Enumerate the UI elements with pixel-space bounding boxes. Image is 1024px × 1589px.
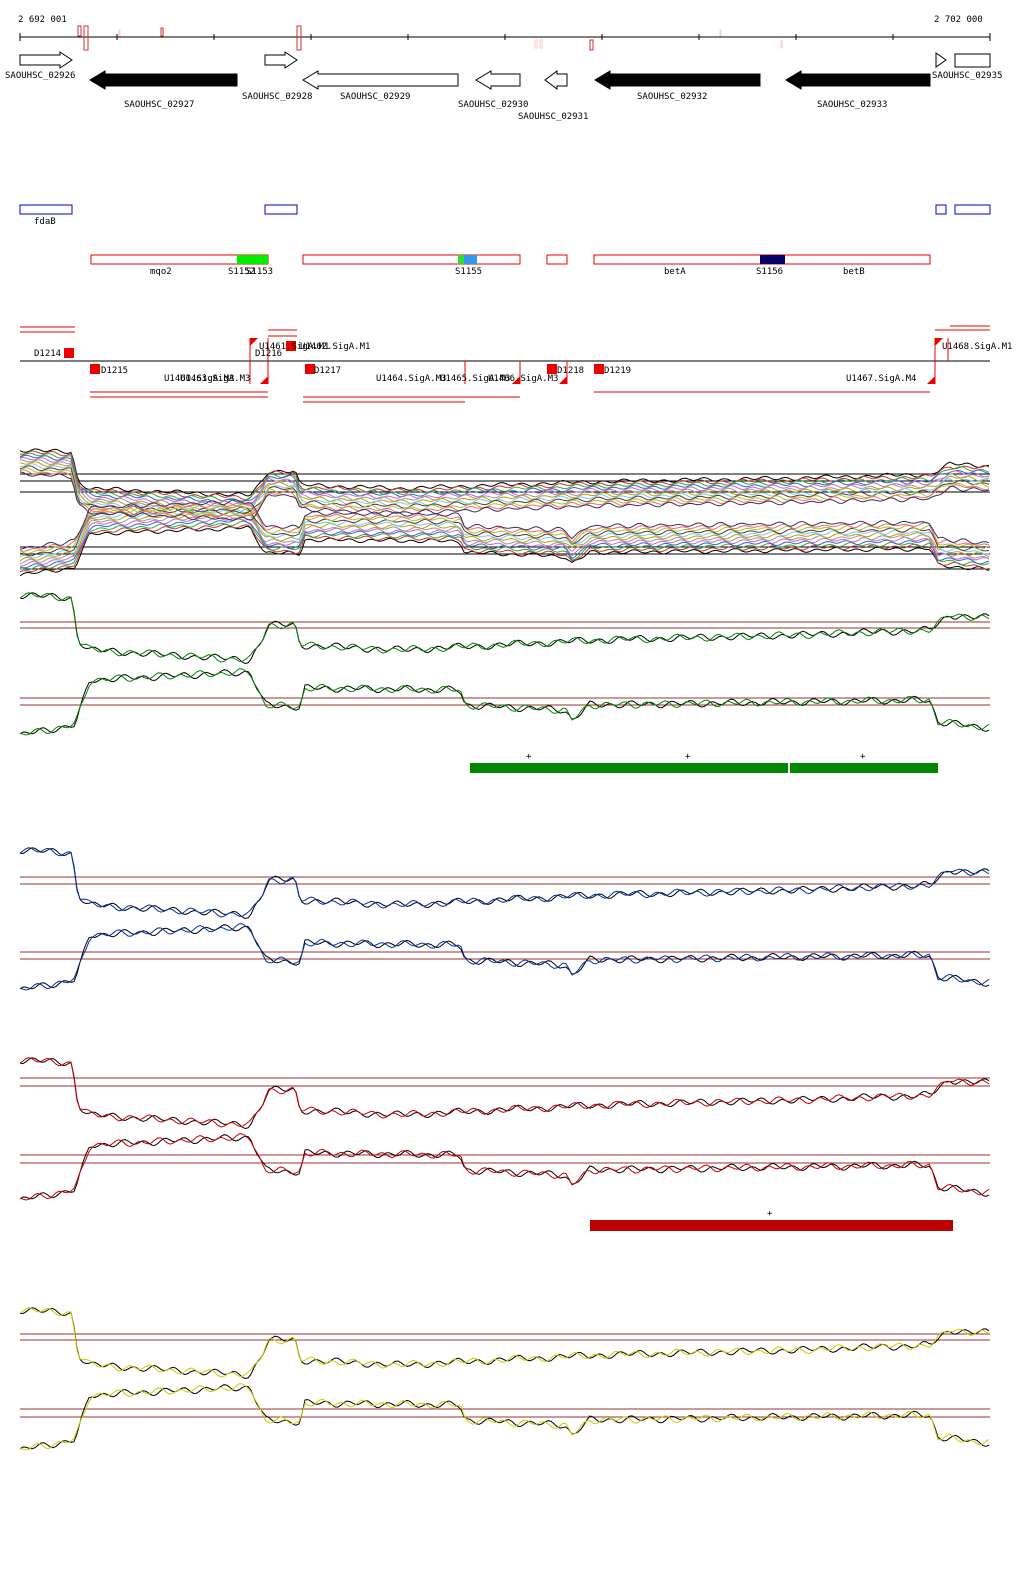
gene-label: SAOUHSC_02926 — [5, 71, 75, 81]
trace — [19, 508, 990, 559]
trace — [19, 847, 990, 918]
operon-label: S1153 — [246, 267, 273, 277]
gene-arrows — [19, 51, 991, 90]
trace — [19, 1133, 990, 1201]
ruler — [19, 33, 991, 41]
transcript-label: D1217 — [314, 366, 341, 376]
trace — [19, 923, 990, 991]
trace — [19, 924, 990, 990]
trace — [19, 1307, 990, 1378]
operon-label: S1155 — [455, 267, 482, 277]
trace — [19, 518, 990, 569]
transcript-track — [20, 325, 990, 403]
transcript-label: U1465.SigA.M3 — [440, 374, 510, 384]
transcript-label: D1218 — [557, 366, 584, 376]
trace — [19, 514, 990, 565]
trace — [19, 523, 990, 573]
gene-label: SAOUHSC_02928 — [242, 92, 312, 102]
trace — [19, 459, 990, 509]
transcript-label: U1468.SigA.M1 — [942, 342, 1012, 352]
trace — [19, 1307, 990, 1380]
trace — [19, 456, 990, 507]
gene-label: SAOUHSC_02927 — [124, 100, 194, 110]
ruler-start: 2 692 001 — [18, 15, 67, 25]
trace — [19, 1057, 990, 1130]
trace — [19, 471, 990, 521]
trace — [19, 463, 990, 514]
gene-label: SAOUHSC_02932 — [637, 92, 707, 102]
transcript-label: U1460.SigA.M3 — [164, 374, 234, 384]
traces — [19, 448, 990, 1451]
segment-strand: + — [685, 752, 691, 762]
trace — [19, 502, 990, 552]
gene-label: SAOUHSC_02929 — [340, 92, 410, 102]
transcript-label: U1461.SigA.M1 — [259, 342, 329, 352]
transcript-label: D1216 — [255, 349, 282, 359]
segment-strand: + — [860, 752, 866, 762]
segment-strand: + — [767, 1209, 773, 1219]
operon-label: betB — [843, 267, 865, 277]
operon-boxes — [90, 254, 931, 265]
transcript-label: U1463.SigA.M3 — [180, 374, 250, 384]
transcript-label: D1214 — [34, 349, 61, 359]
trace — [19, 465, 990, 515]
trace — [19, 461, 990, 512]
transcript-label: U1464.SigA.M3 — [376, 374, 446, 384]
transcript-label: U1462.SigA.M1 — [300, 342, 370, 352]
trace — [19, 511, 990, 562]
gene-label: SAOUHSC_02935 — [932, 71, 1002, 81]
trace — [19, 847, 990, 920]
trace — [19, 669, 990, 735]
gene-label: SAOUHSC_02931 — [518, 112, 588, 122]
gene-label: SAOUHSC_02930 — [458, 100, 528, 110]
known-gene-label: fdaB — [34, 217, 56, 227]
trace — [19, 1057, 990, 1128]
operon-label: S1152 — [228, 267, 255, 277]
trace — [19, 592, 990, 663]
operon-label: betA — [664, 267, 686, 277]
trace — [19, 592, 990, 665]
segment-bar — [590, 1220, 953, 1231]
trace — [19, 525, 990, 577]
gene-label: SAOUHSC_02933 — [817, 100, 887, 110]
segment-bar — [790, 763, 938, 773]
trace — [19, 505, 990, 554]
trace — [19, 506, 990, 557]
trace — [19, 1134, 990, 1200]
transcript-label: D1219 — [604, 366, 631, 376]
transcript-label: U1466.SigA.M3 — [488, 374, 558, 384]
segment-bar — [470, 763, 788, 773]
known-gene-boxes — [19, 204, 991, 215]
transcript-label: U1467.SigA.M4 — [846, 374, 916, 384]
trace — [19, 1383, 990, 1451]
ruler-end: 2 702 000 — [934, 15, 983, 25]
reference-lines — [20, 473, 990, 1418]
trace — [19, 448, 990, 497]
trace — [19, 520, 990, 571]
ruler-marks — [77, 25, 783, 51]
trace — [19, 668, 990, 736]
operon-label: mqo2 — [150, 267, 172, 277]
trace — [19, 499, 990, 550]
trace — [19, 450, 990, 501]
segment-strand: + — [526, 752, 532, 762]
transcript-label: D1215 — [101, 366, 128, 376]
operon-label: S1156 — [756, 267, 783, 277]
